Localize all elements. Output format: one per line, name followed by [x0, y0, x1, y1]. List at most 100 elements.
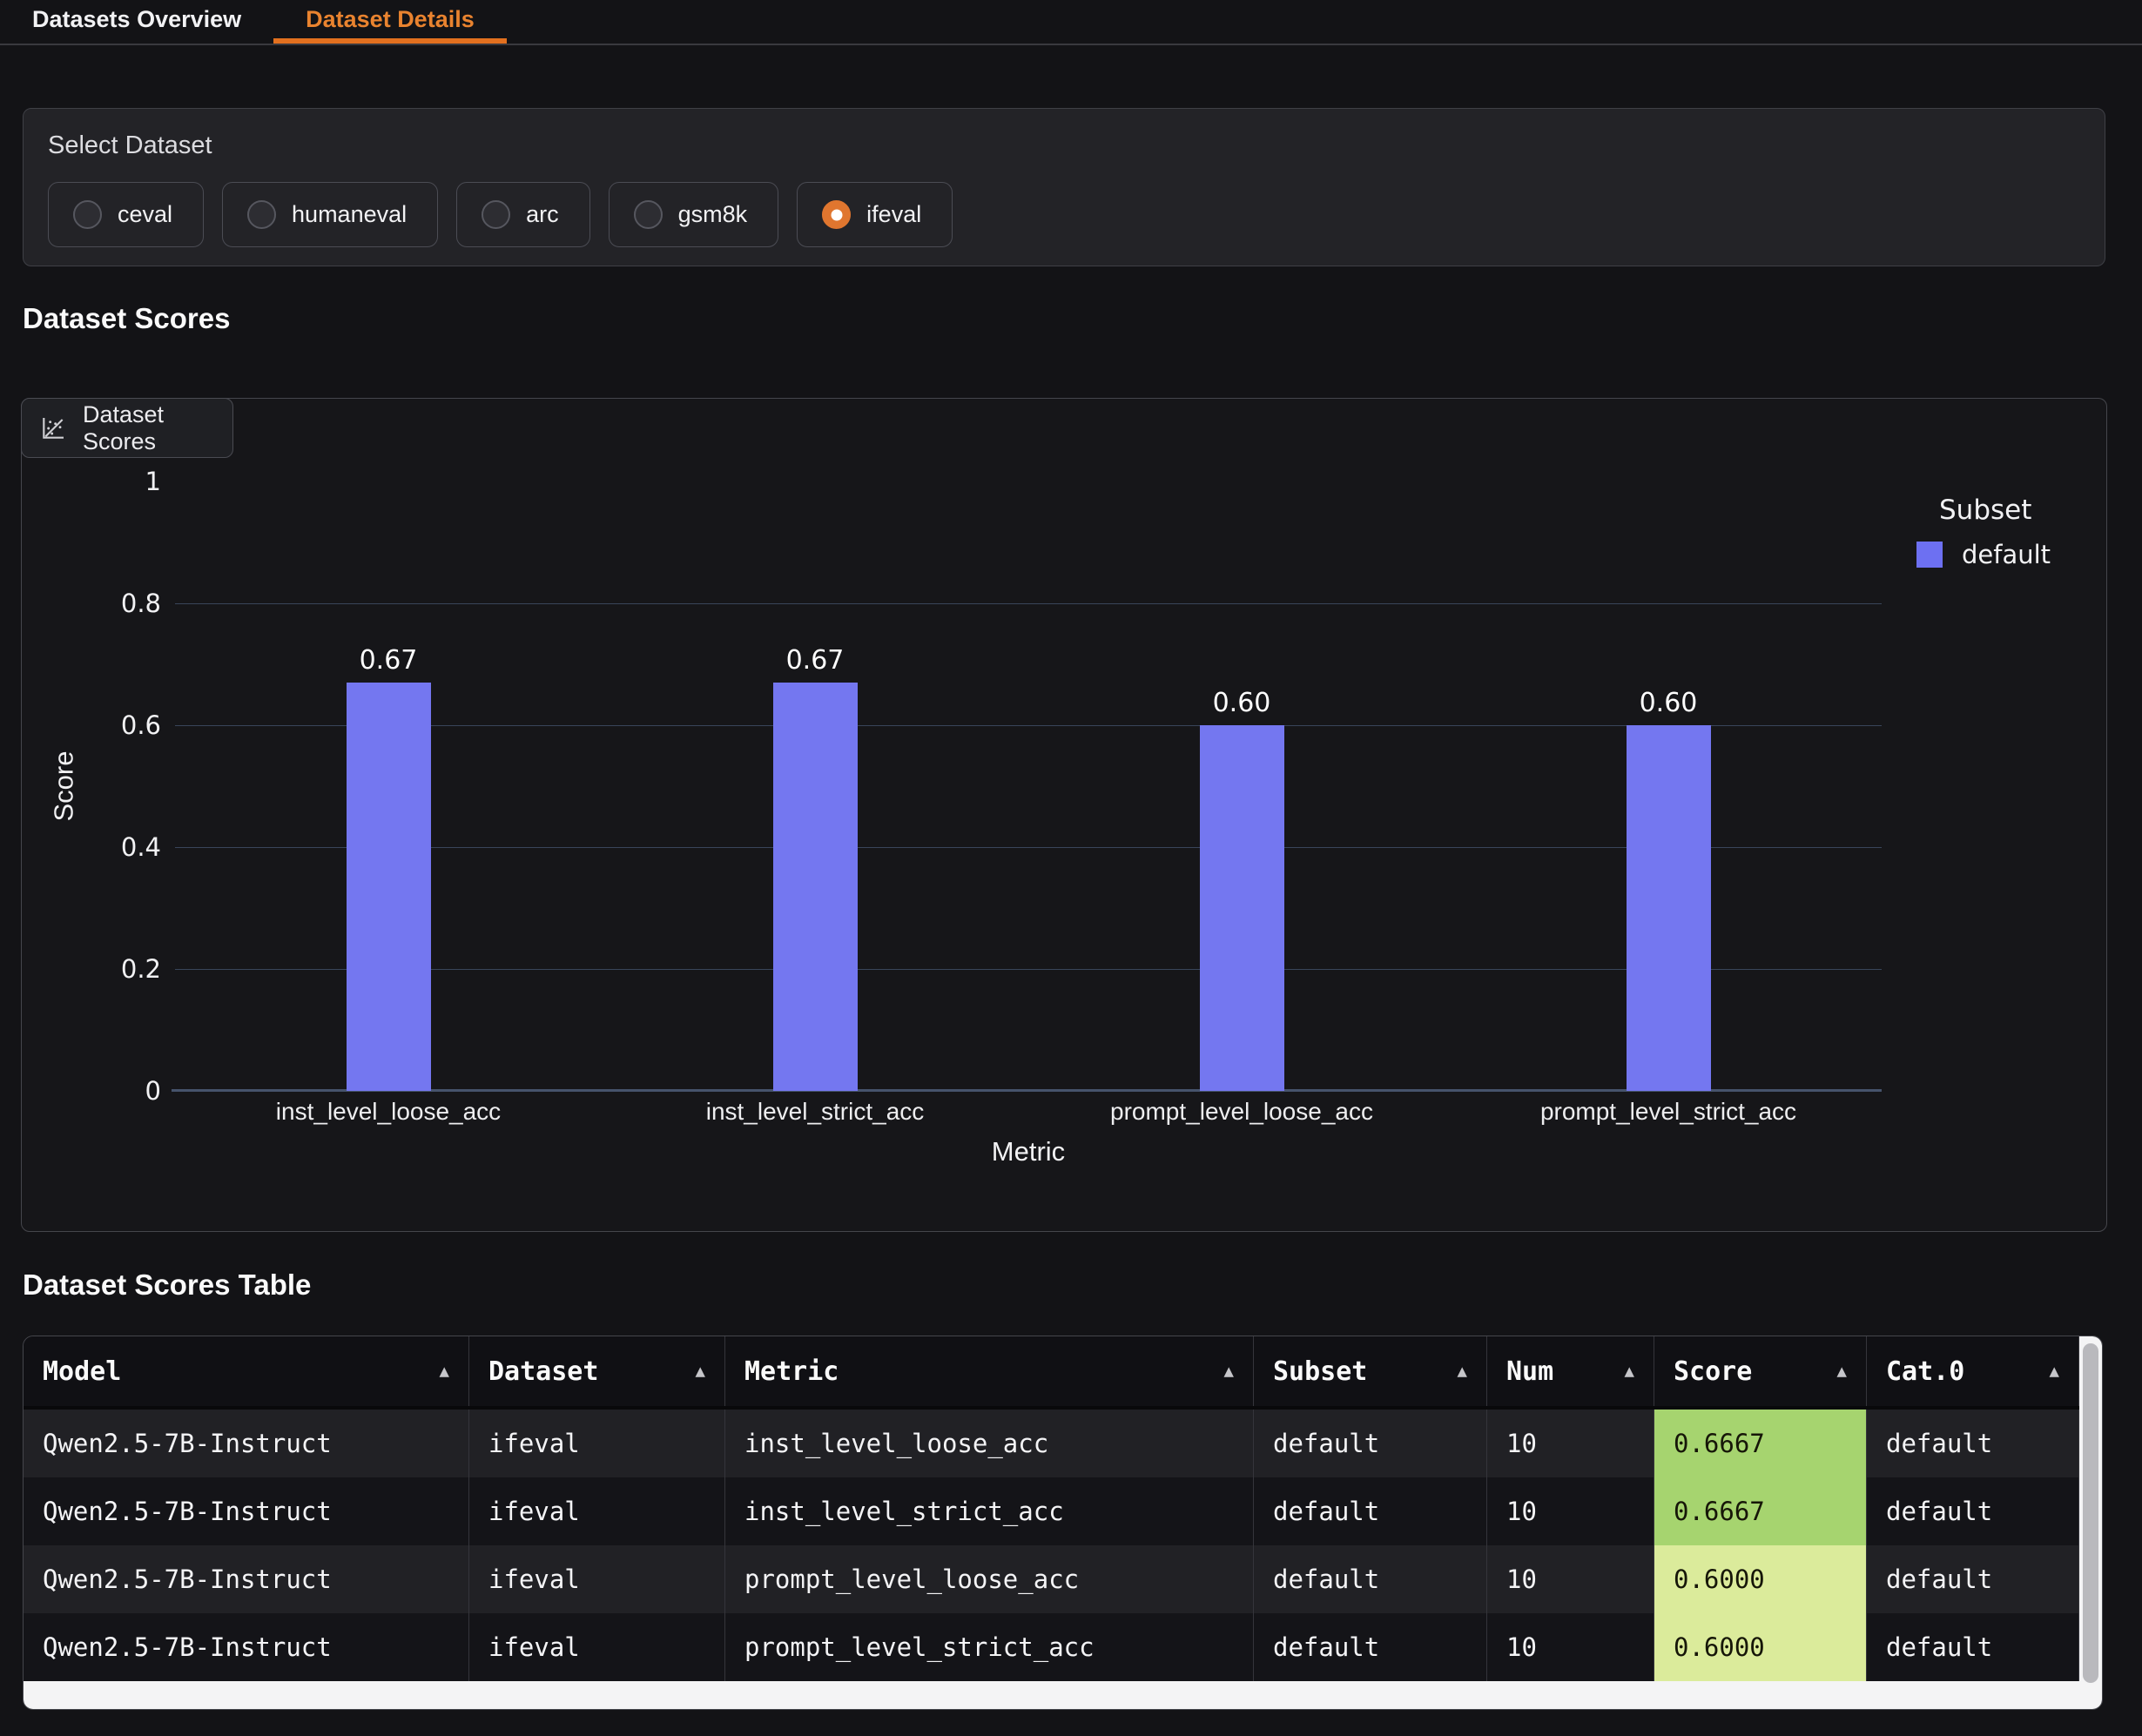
radio-label: ceval: [118, 201, 173, 227]
sort-arrow-icon[interactable]: ▲: [1457, 1362, 1467, 1381]
x-category-label: prompt_level_loose_acc: [1110, 1098, 1373, 1125]
cell-model: Qwen2.5-7B-Instruct: [24, 1613, 469, 1681]
cell-subset: default: [1254, 1545, 1487, 1613]
cell-score: 0.6000: [1654, 1545, 1867, 1613]
x-category-label: inst_level_strict_acc: [705, 1098, 925, 1125]
cell-score: 0.6000: [1654, 1613, 1867, 1681]
dataset-scores-table: Model ▲ Dataset ▲ Metric ▲ Subset ▲ Num ▲ Sco…: [23, 1336, 2103, 1710]
cell-model: Qwen2.5-7B-Instruct: [24, 1410, 469, 1477]
column-header-metric[interactable]: Metric ▲: [725, 1336, 1254, 1406]
tab-datasets-overview[interactable]: Datasets Overview: [32, 5, 242, 32]
cell-metric: inst_level_strict_acc: [725, 1477, 1254, 1545]
cell-num: 10: [1487, 1545, 1654, 1613]
column-header-dataset[interactable]: Dataset ▲: [469, 1336, 725, 1406]
tab-dataset-details[interactable]: Dataset Details: [273, 0, 507, 44]
column-header-score[interactable]: Score ▲: [1654, 1336, 1867, 1406]
bar-value-label: 0.67: [359, 645, 418, 676]
dataset-scores-heading: Dataset Scores: [23, 302, 231, 334]
gridline: [175, 603, 1882, 604]
table-row: Qwen2.5-7B-Instruct ifeval prompt_level_…: [24, 1613, 2079, 1681]
cell-num: 10: [1487, 1410, 1654, 1477]
column-header-num[interactable]: Num ▲: [1487, 1336, 1654, 1406]
radio-icon: [633, 200, 663, 229]
sort-arrow-icon[interactable]: ▲: [695, 1362, 705, 1381]
cell-dataset: ifeval: [469, 1410, 725, 1477]
bar-prompt-level-loose-acc[interactable]: [1199, 725, 1284, 1091]
cell-metric: inst_level_loose_acc: [725, 1410, 1254, 1477]
chart-tab-label: Dataset Scores: [83, 400, 165, 454]
cell-subset: default: [1254, 1410, 1487, 1477]
cell-cat0: default: [1867, 1477, 2079, 1545]
cell-subset: default: [1254, 1613, 1487, 1681]
legend-title: Subset: [1939, 495, 2032, 526]
bar-chart-plot-area: Score 1 0.8 0.6 0.4 0.2 0 0.67 inst_leve…: [48, 467, 1882, 1167]
sort-arrow-icon[interactable]: ▲: [439, 1362, 449, 1381]
cell-model: Qwen2.5-7B-Instruct: [24, 1477, 469, 1545]
select-dataset-panel: Select Dataset ceval humaneval arc gsm8k…: [23, 108, 2105, 266]
cell-score: 0.6667: [1654, 1410, 1867, 1477]
bar-inst-level-loose-acc[interactable]: [346, 683, 431, 1091]
tab-bar: Datasets Overview Dataset Details: [0, 0, 2142, 45]
cell-metric: prompt_level_strict_acc: [725, 1613, 1254, 1681]
radio-ceval[interactable]: ceval: [48, 182, 205, 247]
bar-prompt-level-strict-acc[interactable]: [1626, 725, 1711, 1091]
radio-label: ifeval: [866, 201, 922, 227]
table-row: Qwen2.5-7B-Instruct ifeval inst_level_lo…: [24, 1410, 2079, 1477]
sort-arrow-icon[interactable]: ▲: [1836, 1362, 1847, 1381]
radio-icon: [73, 200, 102, 229]
y-tick: 0: [145, 1076, 161, 1106]
cell-dataset: ifeval: [469, 1613, 725, 1681]
radio-arc[interactable]: arc: [456, 182, 590, 247]
y-tick: 0.6: [120, 710, 161, 740]
select-dataset-label: Select Dataset: [48, 131, 212, 159]
cell-cat0: default: [1867, 1545, 2079, 1613]
cell-num: 10: [1487, 1613, 1654, 1681]
bar-inst-level-strict-acc[interactable]: [772, 683, 858, 1091]
dataset-scores-table-heading: Dataset Scores Table: [23, 1268, 312, 1301]
x-category-label: inst_level_loose_acc: [275, 1098, 502, 1125]
radio-label: gsm8k: [677, 201, 748, 227]
radio-gsm8k[interactable]: gsm8k: [608, 182, 779, 247]
bar-group: 0.60 prompt_level_strict_acc: [1455, 481, 1882, 1125]
x-axis-title: Metric: [991, 1136, 1066, 1167]
vertical-scrollbar-thumb[interactable]: [2083, 1343, 2098, 1683]
legend-item-default[interactable]: default: [1916, 540, 2051, 569]
radio-selected-icon: [822, 200, 852, 229]
dataset-scores-chart-panel: Dataset Scores Score 1 0.8 0.6 0.4 0.2 0…: [21, 398, 2107, 1232]
bar-group: 0.60 prompt_level_loose_acc: [1028, 481, 1455, 1125]
y-tick: 0.8: [120, 589, 161, 618]
bar-value-label: 0.60: [1212, 688, 1271, 718]
gridline: [175, 847, 1882, 848]
radio-humaneval[interactable]: humaneval: [222, 182, 439, 247]
cell-cat0: default: [1867, 1613, 2079, 1681]
radio-ifeval[interactable]: ifeval: [797, 182, 953, 247]
cell-subset: default: [1254, 1477, 1487, 1545]
radio-label: arc: [526, 201, 559, 227]
bar-value-label: 0.67: [785, 645, 845, 676]
x-category-label: prompt_level_strict_acc: [1539, 1098, 1797, 1125]
gridline: [175, 969, 1882, 970]
chart-tab-dataset-scores[interactable]: Dataset Scores: [21, 398, 233, 458]
column-header-subset[interactable]: Subset ▲: [1254, 1336, 1487, 1406]
column-header-model[interactable]: Model ▲: [24, 1336, 469, 1406]
column-header-cat0[interactable]: Cat.0 ▲: [1867, 1336, 2079, 1406]
y-tick: 0.2: [120, 954, 161, 984]
chart-legend: Subset default: [1916, 495, 2051, 569]
sort-arrow-icon[interactable]: ▲: [2049, 1362, 2059, 1381]
sort-arrow-icon[interactable]: ▲: [1624, 1362, 1634, 1381]
x-axis-line: [172, 1089, 1882, 1092]
cell-cat0: default: [1867, 1410, 2079, 1477]
dataset-radio-group: ceval humaneval arc gsm8k ifeval: [48, 182, 2080, 247]
y-tick: 0.4: [120, 832, 161, 862]
table-vertical-scrollbar[interactable]: [2079, 1336, 2102, 1709]
table-header-row: Model ▲ Dataset ▲ Metric ▲ Subset ▲ Num ▲ Sco…: [24, 1336, 2079, 1410]
scatter-chart-icon: [43, 417, 64, 439]
table-horizontal-scrollbar[interactable]: [24, 1681, 2079, 1709]
cell-dataset: ifeval: [469, 1477, 725, 1545]
sort-arrow-icon[interactable]: ▲: [1223, 1362, 1234, 1381]
cell-metric: prompt_level_loose_acc: [725, 1545, 1254, 1613]
y-tick: 1: [145, 467, 161, 496]
legend-swatch-icon: [1916, 542, 1943, 568]
table-row: Qwen2.5-7B-Instruct ifeval inst_level_st…: [24, 1477, 2079, 1545]
